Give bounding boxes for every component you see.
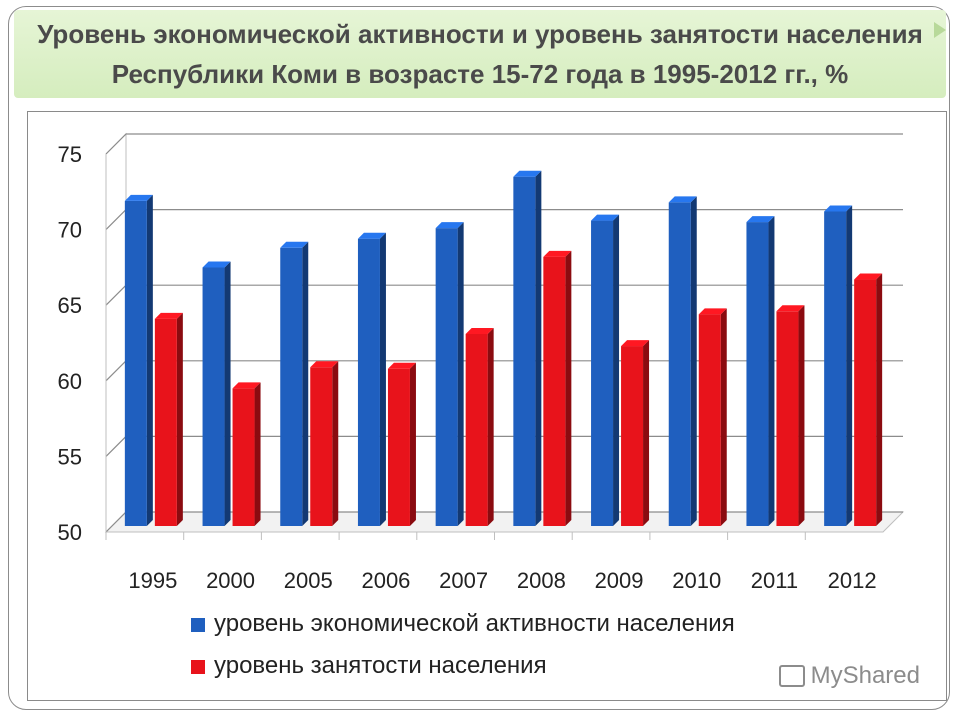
bar-side-0 <box>768 216 775 526</box>
bar-activity-1995 <box>124 200 147 527</box>
bar-employment-2010 <box>698 314 721 526</box>
bar-side-0 <box>613 214 620 526</box>
chart-title: Уровень экономической активности и урове… <box>14 14 946 94</box>
bar-top-1 <box>387 362 416 369</box>
bar-side-0 <box>690 196 697 526</box>
bar-activity-2005 <box>280 247 303 527</box>
bar-employment-2009 <box>621 346 644 526</box>
x-tick-label: 2007 <box>439 568 488 593</box>
bar-top-0 <box>824 205 853 212</box>
bar-side-1 <box>720 308 727 526</box>
bar-side-1 <box>643 340 650 526</box>
y-tick-label: 70 <box>58 218 82 243</box>
x-tick-label: 2012 <box>828 568 877 593</box>
bar-employment-2007 <box>465 333 488 526</box>
x-tick-label: 2009 <box>595 568 644 593</box>
bar-side-0 <box>302 241 309 527</box>
bar-activity-2007 <box>435 228 458 527</box>
bar-side-1 <box>876 273 883 526</box>
bar-employment-2011 <box>776 311 799 526</box>
bar-top-1 <box>698 308 727 315</box>
bar-top-0 <box>746 216 775 223</box>
x-tick-label: 2010 <box>672 568 721 593</box>
gridline <box>105 209 903 231</box>
bar-side-1 <box>176 312 183 526</box>
bar-activity-2011 <box>746 222 769 526</box>
bar-top-0 <box>202 261 231 268</box>
bar-top-1 <box>154 312 183 319</box>
bar-top-0 <box>435 222 464 229</box>
bar-side-1 <box>798 305 805 526</box>
y-tick-label: 55 <box>58 444 82 469</box>
x-tick-label: 2008 <box>517 568 566 593</box>
legend-label-0: уровень экономической активности населен… <box>214 610 735 637</box>
bar-top-0 <box>591 214 620 221</box>
bar-top-1 <box>776 305 805 312</box>
chart-title-line-1: Уровень экономической активности и урове… <box>37 19 923 49</box>
title-band <box>14 10 946 98</box>
bar-activity-2000 <box>202 267 225 526</box>
y-tick-label: 50 <box>58 520 82 545</box>
bar-top-1 <box>621 340 650 347</box>
bar-top-0 <box>357 232 386 239</box>
watermark-text: MyShared <box>810 662 920 689</box>
x-tick-label: 2005 <box>284 568 333 593</box>
chart-title-line-2: Республики Коми в возрасте 15-72 года в … <box>111 59 849 89</box>
bar-top-1 <box>543 250 572 257</box>
chart-side-wall <box>105 132 127 533</box>
x-tick-label: 2011 <box>751 568 798 593</box>
bar-side-1 <box>254 382 261 526</box>
bar-employment-2000 <box>232 388 255 526</box>
watermark: MyShared <box>778 662 920 690</box>
bar-side-0 <box>146 194 153 527</box>
bar-activity-2009 <box>591 220 614 526</box>
x-tick-label: 2000 <box>206 568 255 593</box>
bar-side-0 <box>535 170 542 526</box>
bar-top-0 <box>280 241 309 248</box>
bar-side-1 <box>332 361 339 526</box>
bar-side-0 <box>379 232 386 526</box>
bar-chart: 50 55 60 65 70 75 1995 2000 2005 2006 2007 2008 2009… <box>58 132 905 679</box>
x-tick-label: 1995 <box>128 568 177 593</box>
bar-top-1 <box>310 361 339 368</box>
bar-employment-2008 <box>543 256 566 526</box>
legend-swatch-0 <box>191 618 205 632</box>
legend-swatch-1 <box>191 660 205 674</box>
y-tick-label: 75 <box>58 142 82 167</box>
bar-top-0 <box>513 170 542 177</box>
x-tick-label: 2006 <box>361 568 410 593</box>
bar-top-1 <box>465 327 494 334</box>
bar-employment-2012 <box>854 279 877 526</box>
bar-activity-2012 <box>824 211 847 526</box>
bar-employment-2006 <box>387 368 410 526</box>
bar-side-0 <box>457 222 464 527</box>
bar-activity-2008 <box>513 176 536 526</box>
bar-top-1 <box>854 273 883 280</box>
bar-side-0 <box>224 261 231 526</box>
bar-activity-2006 <box>357 238 380 526</box>
watermark-logo-icon <box>778 665 805 687</box>
bar-top-1 <box>232 382 261 389</box>
slide-marker-icon <box>934 22 946 38</box>
bar-activity-2010 <box>668 202 691 526</box>
bar-side-1 <box>487 327 494 526</box>
y-tick-label: 60 <box>58 369 82 394</box>
bar-employment-1995 <box>154 318 177 526</box>
bar-top-0 <box>668 196 697 203</box>
gridline <box>105 133 903 155</box>
bar-side-1 <box>409 362 416 526</box>
bar-top-0 <box>124 194 153 201</box>
bar-side-1 <box>565 250 572 526</box>
legend-label-1: уровень занятости населения <box>214 652 547 679</box>
chart-area: 50 55 60 65 70 75 1995 2000 2005 2006 2007 2008 2009… <box>27 111 947 701</box>
bar-employment-2005 <box>310 367 333 526</box>
bar-side-0 <box>846 205 853 526</box>
y-tick-label: 65 <box>58 293 82 318</box>
